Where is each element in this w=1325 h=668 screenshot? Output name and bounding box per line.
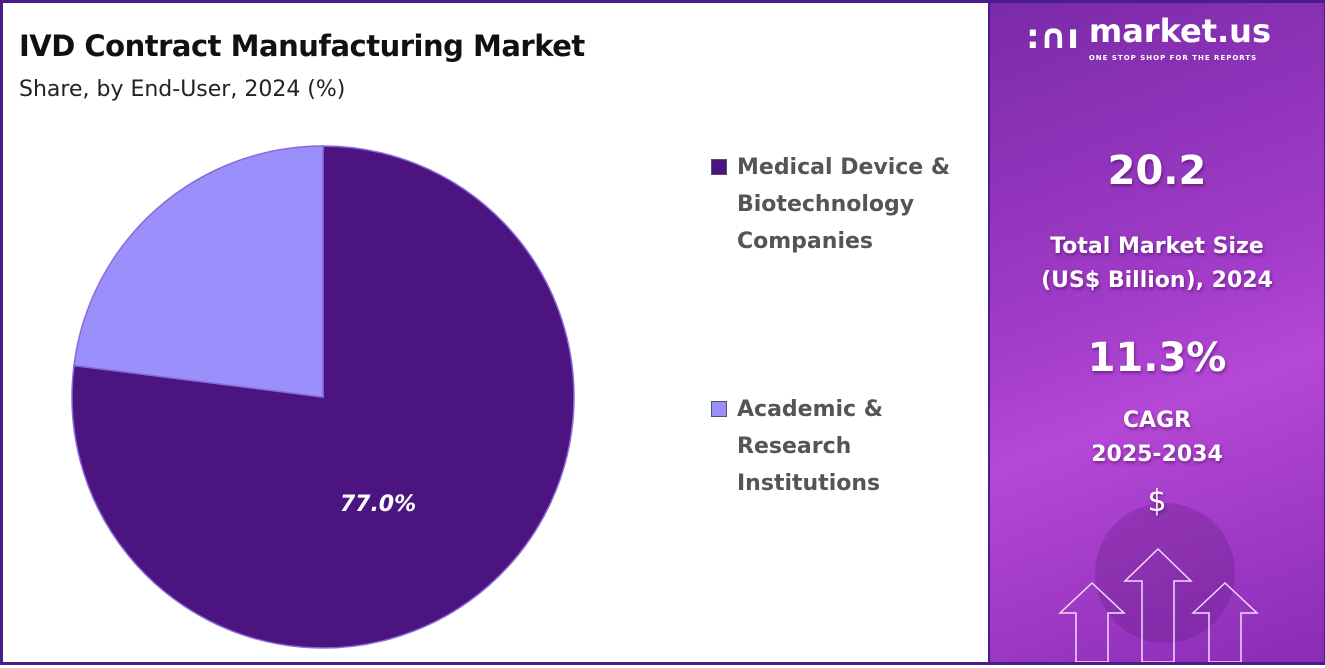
cagr-value: 11.3% — [1087, 335, 1227, 381]
legend-label: Medical Device & Biotechnology Companies — [737, 155, 951, 254]
pie-data-label: 77.0% — [340, 492, 416, 517]
cagr-label-2: 2025-2034 — [1091, 442, 1223, 467]
logo-icon: :∩ı — [1026, 17, 1079, 57]
legend-label: Academic & Research Institutions — [737, 397, 883, 496]
chart-title: IVD Contract Manufacturing Market — [19, 29, 585, 63]
market-size-label-2: (US$ Billion), 2024 — [1041, 268, 1273, 293]
pie-chart: 77.0% — [71, 145, 575, 649]
pie-slice — [73, 145, 324, 398]
cagr-label-1: CAGR — [1122, 408, 1192, 433]
brand-logo: :∩ı market.us ONE STOP SHOP FOR THE REPO… — [1026, 11, 1271, 63]
dollar-icon: $ — [1147, 484, 1167, 519]
legend-swatch — [711, 401, 727, 417]
brand-name: market.us — [1088, 12, 1271, 50]
market-size-value: 20.2 — [1107, 148, 1207, 194]
legend-item-academic: Academic & Research Institutions — [711, 391, 967, 502]
legend-item-medical-device: Medical Device & Biotechnology Companies — [711, 149, 967, 260]
chart-subtitle: Share, by End-User, 2024 (%) — [19, 77, 346, 102]
legend-swatch — [711, 159, 727, 175]
arrows-icon — [1058, 503, 1259, 662]
market-size-label-1: Total Market Size — [1050, 234, 1264, 259]
summary-panel: :∩ı market.us ONE STOP SHOP FOR THE REPO… — [988, 3, 1324, 662]
brand-tagline: ONE STOP SHOP FOR THE REPORTS — [1088, 54, 1258, 62]
